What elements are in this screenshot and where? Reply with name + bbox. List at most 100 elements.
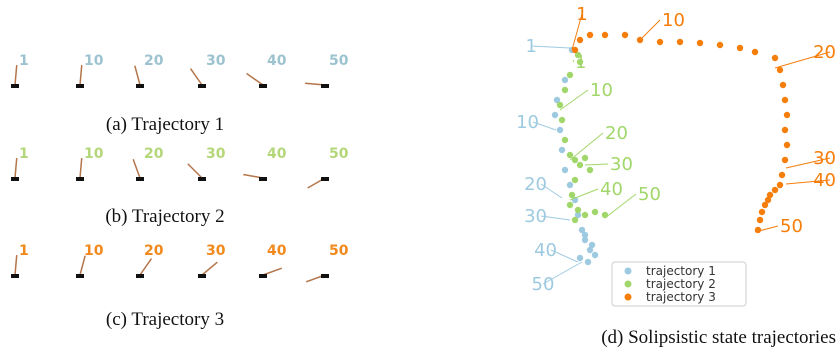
pendulum-rod (263, 268, 282, 275)
annotation: 1 (576, 4, 587, 25)
annotation: 1 (575, 52, 586, 73)
frame-label: 1 (19, 243, 29, 259)
scatter-point (587, 167, 593, 173)
pendulum-base (76, 274, 84, 278)
pendulum-base (136, 274, 144, 278)
pendulum-rod (15, 255, 17, 275)
panel-caption: (c) Trajectory 3 (106, 309, 224, 330)
page: {"panels": [ {"frames": ["1", "10", "20"… (0, 0, 836, 351)
pendulum-rod (80, 65, 82, 85)
frame-label: 20 (144, 146, 164, 162)
pendulum-rod (15, 158, 17, 178)
scatter-point (587, 32, 593, 38)
scatter-point (589, 242, 595, 248)
scatter-point (737, 45, 743, 51)
scatter-point (562, 87, 568, 93)
annotation: 20 (524, 174, 547, 195)
frame-label: 40 (267, 53, 287, 69)
scatter-point (572, 177, 578, 183)
frame-label: 30 (206, 146, 226, 162)
annotation: 10 (590, 80, 613, 101)
scatter-point (562, 77, 568, 83)
annotation-arrow (585, 164, 608, 165)
panel-caption: (a) Trajectory 1 (106, 114, 224, 135)
scatter-point (752, 49, 758, 55)
scatter-point (559, 147, 565, 153)
pendulum-base (136, 84, 144, 88)
pendulum-rod (80, 158, 82, 178)
pendulum-base (136, 177, 144, 181)
pendulum-base (259, 274, 267, 278)
legend-label: trajectory 3 (646, 290, 716, 304)
annotation: 1 (526, 36, 537, 57)
scatter-point (577, 255, 583, 261)
scatter-point (780, 82, 786, 88)
pendulum-rod (133, 159, 140, 178)
panel-caption: (b) Trajectory 2 (105, 206, 224, 227)
annotation: 50 (532, 274, 555, 295)
scatter-point (567, 152, 573, 158)
frame-label: 20 (144, 243, 164, 259)
pendulum-rod (135, 66, 140, 85)
scatter-point (779, 172, 785, 178)
figure: 11020304050(a) Trajectory 111020304050(b… (0, 0, 836, 351)
pendulum-rod (15, 65, 17, 85)
pendulum-base (11, 84, 19, 88)
scatter-point (622, 32, 628, 38)
scatter-point (784, 112, 790, 118)
scatter-point (569, 192, 575, 198)
frame-label: 50 (329, 243, 349, 259)
pendulum-rod (247, 74, 263, 85)
pendulum-rod (188, 164, 202, 178)
frame-label: 10 (84, 243, 104, 259)
scatter-point (784, 142, 790, 148)
annotation-arrow (640, 20, 660, 40)
scatter-point (567, 202, 573, 208)
scatter-point (562, 167, 568, 173)
scatter-point (557, 127, 563, 133)
scatter-point (577, 37, 583, 43)
annotation: 50 (638, 184, 661, 205)
frame-label: 1 (19, 146, 29, 162)
annotation: 10 (516, 112, 539, 133)
scatter-point (582, 232, 588, 238)
frame-label: 10 (84, 53, 104, 69)
annotation: 40 (813, 170, 836, 191)
annotation: 30 (610, 154, 633, 175)
pendulum-rod (140, 259, 151, 275)
scatter-point (552, 112, 558, 118)
pendulum-base (259, 84, 267, 88)
scatter-point (677, 39, 683, 45)
scatter-point (772, 55, 778, 61)
scatter-point (567, 182, 573, 188)
scatter-point (562, 137, 568, 143)
scatter-point (585, 259, 591, 265)
scatter-point (592, 252, 598, 258)
annotation: 40 (534, 240, 557, 261)
scatter-point (772, 187, 778, 193)
scatter-point (782, 97, 788, 103)
frame-label: 30 (206, 53, 226, 69)
scatter-point (697, 40, 703, 46)
annotation: 20 (813, 42, 836, 63)
annotation: 40 (600, 179, 623, 200)
legend-label: trajectory 2 (646, 277, 716, 291)
scatter-point (602, 32, 608, 38)
pendulum-base (76, 84, 84, 88)
pendulum-rod (191, 69, 202, 85)
annotation: 20 (605, 123, 628, 144)
scatter-point (777, 67, 783, 73)
scatter-point (577, 162, 583, 168)
scatter-point (592, 209, 598, 215)
scatter-point (657, 39, 663, 45)
pendulum-base (321, 274, 329, 278)
frame-label: 30 (206, 243, 226, 259)
frame-label: 1 (19, 53, 29, 69)
scatter-point (757, 217, 763, 223)
scatter-point (559, 117, 565, 123)
legend-marker (625, 294, 632, 301)
scatter-point (575, 207, 581, 213)
chart-caption: (d) Solipsistic state trajectories (601, 327, 836, 348)
pendulum-base (198, 177, 206, 181)
annotation: 10 (662, 10, 685, 31)
